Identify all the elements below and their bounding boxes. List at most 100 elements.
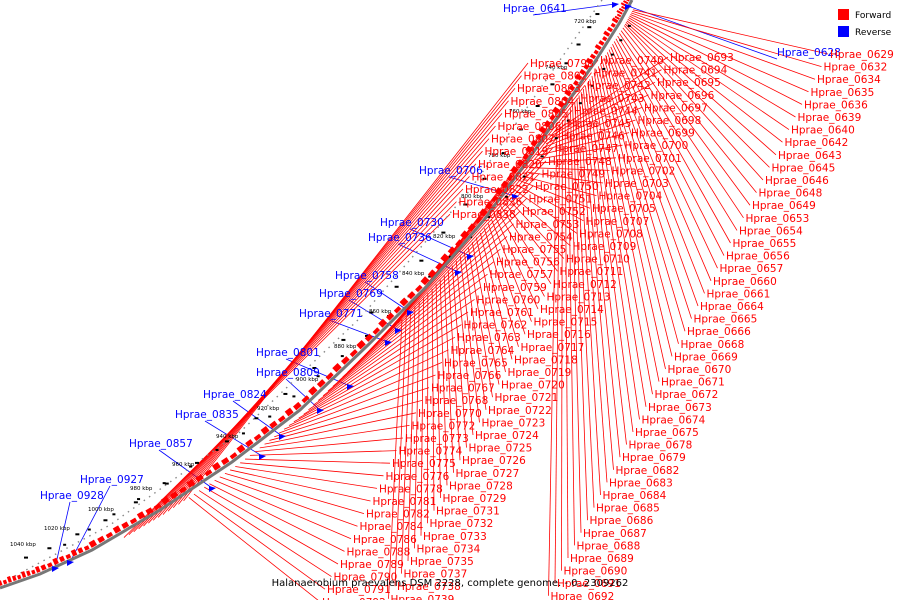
outer-tick-mark	[24, 556, 28, 559]
forward-gene-arrow	[427, 269, 437, 278]
reverse-gene-connector	[532, 3, 616, 16]
forward-gene-label: Hprae_0673	[648, 402, 712, 414]
forward-gene-connector	[274, 387, 430, 438]
forward-gene-arrow	[564, 89, 572, 97]
inner-tick-mark	[189, 465, 193, 468]
forward-gene-arrow	[386, 312, 395, 321]
forward-gene-label: Hprae_0804	[511, 96, 575, 108]
forward-gene-connector	[463, 251, 487, 410]
reverse-gene-arrow	[347, 384, 354, 390]
forward-gene-arrow	[83, 545, 90, 551]
forward-gene-label: Hprae_0723	[482, 417, 546, 429]
forward-gene-connector	[617, 35, 738, 231]
forward-gene-arrow	[0, 580, 3, 586]
forward-gene-label: Hprae_0806	[498, 121, 562, 133]
forward-gene-arrow	[530, 139, 538, 147]
forward-gene-connector	[209, 483, 345, 552]
forward-gene-label: Hprae_0689	[570, 553, 634, 565]
forward-gene-label: Hprae_0693	[670, 52, 734, 64]
forward-gene-arrow	[598, 40, 605, 46]
forward-gene-label: Hprae_0684	[603, 490, 667, 502]
forward-gene-label: Hprae_0657	[720, 263, 784, 275]
forward-gene-label: Hprae_0703	[605, 178, 669, 190]
forward-gene-arrow	[589, 53, 596, 60]
forward-gene-arrow	[544, 120, 552, 128]
forward-gene-connector	[148, 150, 483, 524]
forward-gene-label: Hprae_0665	[694, 314, 758, 326]
scale-tick-label: 720 kbp	[574, 19, 597, 25]
forward-gene-label: Hprae_0669	[674, 351, 738, 363]
forward-gene-arrow	[460, 230, 470, 240]
forward-gene-arrow	[420, 276, 430, 286]
forward-gene-arrow	[260, 426, 270, 435]
forward-gene-arrow	[549, 114, 556, 121]
forward-gene-connector	[249, 450, 397, 456]
forward-gene-label: Hprae_0656	[726, 251, 790, 263]
forward-gene-arrow	[552, 106, 561, 115]
forward-gene-connector	[606, 52, 699, 307]
backbone-arc	[0, 0, 634, 590]
forward-gene-label: Hprae_0764	[451, 345, 515, 357]
forward-gene-label: Hprae_0686	[590, 515, 654, 527]
forward-gene-connector	[608, 49, 705, 294]
forward-gene-connector	[288, 349, 449, 426]
forward-gene-arrow	[77, 547, 84, 554]
forward-gene-label: Hprae_0714	[540, 304, 604, 316]
forward-gene-label: Hprae_0803	[517, 83, 581, 95]
inner-tick-mark	[590, 84, 594, 87]
forward-gene-label: Hprae_0763	[457, 332, 521, 344]
forward-gene-label: Hprae_0739	[391, 594, 455, 600]
forward-gene-connector	[535, 144, 623, 160]
forward-gene-arrow	[47, 562, 53, 568]
forward-gene-arrow	[393, 306, 402, 314]
forward-gene-label: Hprae_0672	[655, 389, 719, 401]
forward-gene-arrow	[618, 7, 625, 13]
forward-gene-connector	[317, 273, 488, 401]
forward-gene-connector	[188, 497, 319, 600]
forward-gene-label: Hprae_0705	[592, 203, 656, 215]
outer-tick-mark	[564, 62, 569, 65]
outer-tick-mark	[394, 285, 399, 288]
scale-tick-label: 940 kbp	[216, 434, 239, 440]
forward-gene-arrow	[153, 503, 162, 511]
forward-gene-arrow	[136, 511, 146, 520]
forward-gene-label: Hprae_0776	[386, 471, 450, 483]
forward-gene-arrow	[474, 216, 483, 224]
forward-gene-connector	[570, 108, 582, 533]
forward-gene-arrow	[229, 452, 238, 460]
outer-tick-mark	[47, 547, 52, 550]
forward-gene-arrow	[616, 13, 622, 18]
outer-tick-mark	[518, 128, 523, 131]
forward-gene-label: Hprae_0765	[444, 357, 508, 369]
forward-gene-arrow	[269, 420, 278, 429]
inner-tick-mark	[428, 275, 432, 278]
forward-gene-label: Hprae_0716	[527, 329, 591, 341]
forward-gene-label: Hprae_0784	[360, 521, 424, 533]
forward-gene-arrow	[625, 0, 630, 2]
forward-gene-label: Hprae_0782	[366, 509, 430, 521]
forward-gene-connector	[293, 336, 456, 423]
outer-tick-mark	[482, 177, 487, 180]
forward-gene-arrow	[316, 379, 326, 388]
reverse-gene-arrow	[512, 194, 519, 200]
forward-gene-arrow	[447, 246, 456, 255]
forward-gene-label: Hprae_0744	[574, 105, 638, 117]
reverse-gene-connector	[627, 5, 778, 60]
forward-gene-label: Hprae_0756	[496, 257, 560, 269]
forward-gene-connector	[459, 256, 480, 423]
forward-gene-label: Hprae_0635	[811, 87, 875, 99]
forward-gene-connector	[589, 79, 640, 420]
forward-gene-label: Hprae_0695	[657, 77, 721, 89]
forward-gene-arrow	[221, 457, 230, 466]
scale-tick-label: 980 kbp	[130, 486, 153, 492]
forward-gene-label: Hprae_0685	[596, 503, 660, 515]
scale-tick-label: 960 kbp	[172, 462, 195, 468]
forward-gene-arrow	[325, 372, 334, 381]
forward-gene-arrow	[506, 174, 514, 182]
outer-tick-mark	[441, 231, 446, 234]
forward-gene-label: Hprae_0732	[430, 518, 494, 530]
forward-gene-arrow	[525, 145, 534, 154]
forward-gene-label: Hprae_0757	[490, 269, 554, 281]
forward-gene-arrow	[557, 100, 565, 108]
forward-gene-label: Hprae_0660	[713, 276, 777, 288]
